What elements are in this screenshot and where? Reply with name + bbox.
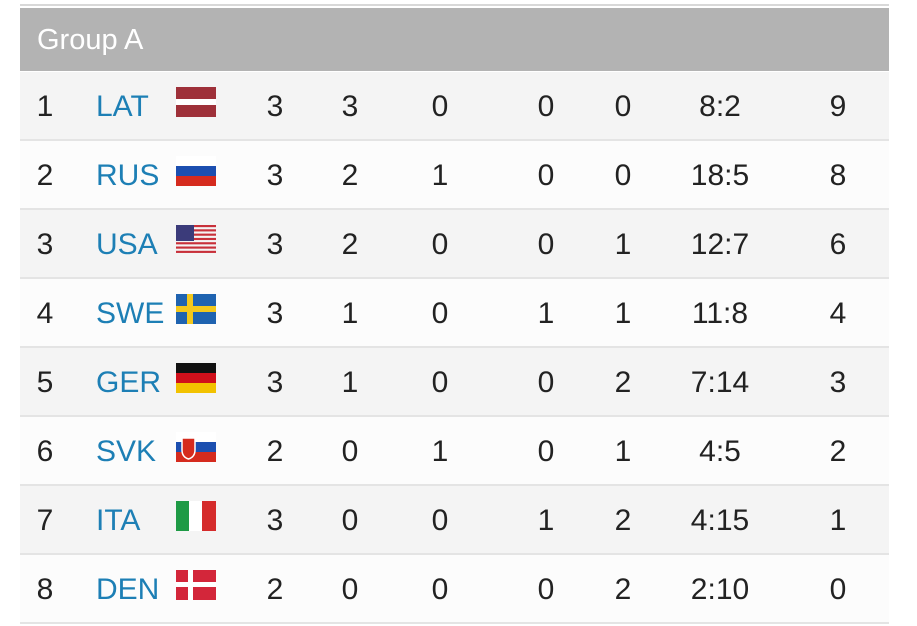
table-row: 4 SWE 3 1 0 1 1 11:8 4 xyxy=(20,279,889,348)
goals: 2:10 xyxy=(690,573,750,606)
points: 9 xyxy=(829,90,847,123)
goals: 7:14 xyxy=(690,366,750,399)
wins: 0 xyxy=(341,435,359,468)
losses: 0 xyxy=(614,90,632,123)
points: 3 xyxy=(829,366,847,399)
goals: 8:2 xyxy=(699,90,741,123)
flag-icon xyxy=(176,363,216,393)
rank: 3 xyxy=(36,228,54,261)
points: 1 xyxy=(829,504,847,537)
ot-wins: 0 xyxy=(431,90,449,123)
points: 6 xyxy=(829,228,847,261)
rank: 5 xyxy=(36,366,54,399)
goals: 11:8 xyxy=(691,297,749,330)
team[interactable]: DEN xyxy=(96,573,160,606)
flag-icon xyxy=(176,501,216,531)
goals: 12:7 xyxy=(690,228,750,261)
flag-icon xyxy=(176,570,216,600)
ot-losses: 0 xyxy=(537,573,555,606)
goals: 4:5 xyxy=(699,435,741,468)
losses: 1 xyxy=(614,297,632,330)
rank: 4 xyxy=(36,297,54,330)
ot-losses: 0 xyxy=(537,228,555,261)
losses: 2 xyxy=(614,366,632,399)
ot-losses: 0 xyxy=(537,366,555,399)
points: 2 xyxy=(829,435,847,468)
team[interactable]: SWE xyxy=(96,297,165,330)
flag-icon xyxy=(176,156,216,186)
rank: 7 xyxy=(36,504,54,537)
rank: 2 xyxy=(36,159,54,192)
games: 3 xyxy=(266,504,284,537)
games: 2 xyxy=(266,435,284,468)
ot-wins: 0 xyxy=(431,504,449,537)
flag-icon xyxy=(176,432,216,462)
wins: 3 xyxy=(341,90,359,123)
games: 3 xyxy=(266,297,284,330)
wins: 0 xyxy=(341,573,359,606)
games: 3 xyxy=(266,90,284,123)
games: 3 xyxy=(266,159,284,192)
ot-wins: 1 xyxy=(431,159,449,192)
ot-wins: 0 xyxy=(431,366,449,399)
wins: 0 xyxy=(341,504,359,537)
games: 3 xyxy=(266,228,284,261)
ot-wins: 1 xyxy=(431,435,449,468)
flag-icon xyxy=(176,225,216,253)
team[interactable]: RUS xyxy=(96,159,160,192)
points: 0 xyxy=(829,573,847,606)
games: 3 xyxy=(266,366,284,399)
losses: 0 xyxy=(614,159,632,192)
group-header: Group A xyxy=(20,8,889,71)
ot-losses: 0 xyxy=(537,90,555,123)
goals: 4:15 xyxy=(690,504,750,537)
team[interactable]: LAT xyxy=(96,90,149,123)
rank: 8 xyxy=(36,573,54,606)
points: 8 xyxy=(829,159,847,192)
wins: 1 xyxy=(341,366,359,399)
wins: 2 xyxy=(341,159,359,192)
table-row: 2 RUS 3 2 1 0 0 18:5 8 xyxy=(20,141,889,210)
table-row: 3 USA 3 2 0 0 1 12:7 6 xyxy=(20,210,889,279)
goals: 18:5 xyxy=(690,159,750,192)
losses: 2 xyxy=(614,504,632,537)
points: 4 xyxy=(829,297,847,330)
flag-icon xyxy=(176,294,216,324)
losses: 1 xyxy=(614,228,632,261)
table-row: 7 ITA 3 0 0 1 2 4:15 1 xyxy=(20,486,889,555)
table-row: 6 SVK 2 0 1 0 1 4:5 2 xyxy=(20,417,889,486)
ot-wins: 0 xyxy=(431,297,449,330)
rank: 6 xyxy=(36,435,54,468)
table-row: 8 DEN 2 0 0 0 2 2:10 0 xyxy=(20,555,889,624)
ot-losses: 1 xyxy=(537,504,555,537)
ot-wins: 0 xyxy=(431,573,449,606)
ot-losses: 0 xyxy=(537,435,555,468)
table-row: 5 GER 3 1 0 0 2 7:14 3 xyxy=(20,348,889,417)
team[interactable]: ITA xyxy=(96,504,141,537)
rank: 1 xyxy=(36,90,54,123)
team[interactable]: GER xyxy=(96,366,162,399)
ot-wins: 0 xyxy=(431,228,449,261)
losses: 1 xyxy=(614,435,632,468)
group-title: Group A xyxy=(37,24,144,56)
team[interactable]: SVK xyxy=(96,435,157,468)
team[interactable]: USA xyxy=(96,228,158,261)
wins: 1 xyxy=(341,297,359,330)
table-row: 1 LAT 3 3 0 0 0 8:2 9 xyxy=(20,72,889,141)
wins: 2 xyxy=(341,228,359,261)
ot-losses: 0 xyxy=(537,159,555,192)
games: 2 xyxy=(266,573,284,606)
flag-icon xyxy=(176,87,216,117)
ot-losses: 1 xyxy=(537,297,555,330)
top-rule xyxy=(20,4,889,6)
losses: 2 xyxy=(614,573,632,606)
